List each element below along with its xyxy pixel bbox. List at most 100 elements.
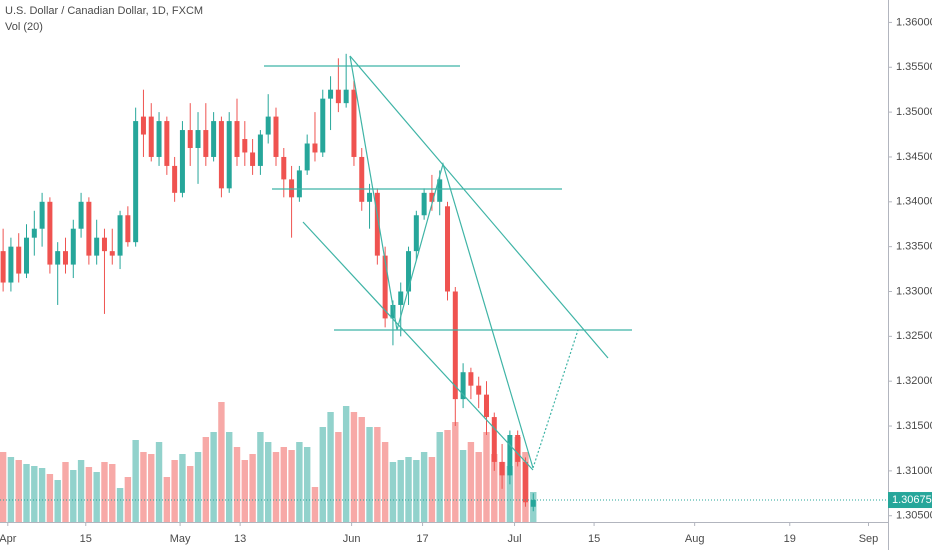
volume-bar bbox=[54, 480, 61, 522]
y-tick-label: 1.35500 bbox=[896, 61, 932, 73]
candle-body bbox=[429, 192, 435, 202]
volume-bar bbox=[506, 466, 514, 522]
candle-body bbox=[421, 192, 427, 216]
candle-body bbox=[522, 461, 528, 503]
y-tick-label: 1.32500 bbox=[896, 330, 932, 342]
candle-body bbox=[226, 121, 232, 189]
candle-body bbox=[94, 237, 100, 256]
x-tick-label: 15 bbox=[588, 533, 600, 545]
candle-body bbox=[483, 394, 489, 418]
volume-bar bbox=[420, 452, 428, 522]
drawings bbox=[264, 55, 632, 471]
volume-bar bbox=[85, 467, 93, 522]
candle-body bbox=[460, 372, 466, 400]
volume-bar bbox=[397, 460, 404, 522]
candle-body bbox=[218, 121, 224, 189]
candle-body bbox=[281, 156, 287, 180]
candle-body bbox=[515, 435, 521, 462]
candle-body bbox=[398, 291, 404, 305]
volume-bar bbox=[413, 460, 420, 522]
y-tick-label: 1.31000 bbox=[896, 465, 932, 477]
x-tick-label: 17 bbox=[416, 533, 428, 545]
volume-bar bbox=[467, 442, 475, 522]
candle-body bbox=[335, 89, 341, 104]
candle-body bbox=[179, 130, 185, 193]
candle-body bbox=[359, 156, 365, 202]
volume-bar bbox=[46, 474, 54, 522]
volume-bar bbox=[436, 432, 443, 522]
y-tick-label: 1.34000 bbox=[896, 196, 932, 208]
candle-body bbox=[491, 417, 497, 462]
candle-body bbox=[172, 165, 178, 193]
volume-bar bbox=[303, 447, 311, 522]
candle-body bbox=[406, 251, 412, 292]
candle-body bbox=[328, 89, 334, 99]
projection-line bbox=[532, 329, 579, 469]
x-tick-label: Apr bbox=[0, 533, 17, 545]
volume-bar bbox=[15, 460, 22, 522]
candle-body bbox=[452, 291, 458, 400]
candle-body bbox=[78, 201, 84, 229]
volume-bar bbox=[0, 452, 7, 522]
volume-bar bbox=[62, 462, 69, 522]
candle-body bbox=[195, 130, 201, 148]
trend-line bbox=[349, 55, 609, 359]
candle-body bbox=[133, 121, 139, 243]
volume-pane bbox=[0, 402, 537, 522]
candle-body bbox=[265, 116, 271, 135]
volume-bar bbox=[7, 457, 15, 522]
candle-body bbox=[125, 215, 131, 243]
candle-body bbox=[390, 304, 396, 319]
candle-body bbox=[39, 201, 45, 229]
volume-bar bbox=[405, 457, 412, 522]
candle-body bbox=[62, 251, 68, 265]
candle-body bbox=[413, 215, 419, 252]
volume-bar bbox=[179, 454, 186, 522]
volume-bar bbox=[288, 450, 295, 522]
volume-bar bbox=[475, 452, 482, 522]
y-tick-label: 1.30500 bbox=[896, 510, 932, 522]
candle-body bbox=[70, 228, 76, 265]
y-tick-label: 1.34500 bbox=[896, 151, 932, 163]
candle-body bbox=[507, 435, 513, 476]
volume-bar bbox=[93, 472, 100, 522]
candle-body bbox=[55, 251, 61, 265]
candle-body bbox=[164, 121, 170, 166]
volume-bar bbox=[452, 422, 459, 522]
volume-bar bbox=[155, 442, 163, 522]
candle-body bbox=[140, 116, 146, 135]
x-tick-label: Sep bbox=[859, 533, 879, 545]
volume-bar bbox=[101, 462, 108, 522]
candle-body bbox=[47, 201, 53, 265]
volume-bar bbox=[311, 487, 319, 522]
candle-body bbox=[296, 170, 302, 198]
volume-bar bbox=[226, 432, 233, 522]
candle-body bbox=[499, 461, 505, 476]
x-tick-label: 15 bbox=[80, 533, 92, 545]
x-tick-label: 13 bbox=[234, 533, 246, 545]
volume-bar bbox=[389, 462, 397, 522]
candle-body bbox=[530, 500, 536, 507]
candle-body bbox=[437, 179, 443, 202]
volume-bar bbox=[366, 427, 373, 522]
candle-body bbox=[211, 121, 217, 157]
volume-bar bbox=[514, 437, 521, 522]
candle-body bbox=[109, 251, 115, 256]
volume-bar bbox=[124, 477, 132, 522]
zigzag bbox=[349, 55, 534, 469]
volume-bar bbox=[148, 454, 155, 522]
candle-body bbox=[242, 139, 248, 153]
volume-bar bbox=[358, 417, 365, 522]
volume-bar bbox=[374, 427, 381, 522]
candle-body bbox=[86, 201, 92, 256]
volume-bar bbox=[444, 430, 451, 522]
candle-body bbox=[250, 152, 256, 166]
volume-bar bbox=[109, 464, 116, 522]
candle-body bbox=[31, 228, 37, 238]
volume-bar bbox=[23, 464, 30, 522]
candle-body bbox=[8, 246, 14, 283]
candle-body bbox=[187, 130, 193, 148]
indicator-label: Vol (20) bbox=[5, 21, 43, 33]
x-tick-label: Aug bbox=[685, 533, 705, 545]
candle-body bbox=[289, 179, 295, 198]
